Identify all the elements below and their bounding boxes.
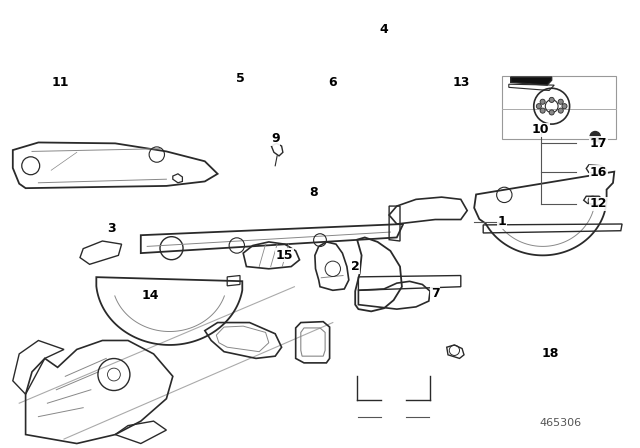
Text: 11: 11 — [52, 76, 70, 90]
Text: 3: 3 — [108, 222, 116, 235]
Text: 6: 6 — [328, 76, 337, 90]
Bar — [502, 76, 616, 139]
Text: 12: 12 — [589, 197, 607, 211]
Text: 9: 9 — [271, 132, 280, 146]
Text: 5: 5 — [236, 72, 244, 85]
Text: 10: 10 — [532, 123, 550, 137]
Text: 2: 2 — [351, 260, 360, 273]
Text: 465306: 465306 — [539, 418, 581, 428]
Circle shape — [536, 103, 541, 109]
Circle shape — [549, 97, 554, 103]
Text: 7: 7 — [431, 287, 440, 300]
Text: 17: 17 — [589, 137, 607, 150]
Circle shape — [558, 108, 563, 113]
Circle shape — [549, 110, 554, 115]
Text: 16: 16 — [589, 166, 607, 179]
Polygon shape — [511, 77, 552, 85]
Text: 14: 14 — [141, 289, 159, 302]
Text: 13: 13 — [452, 76, 470, 90]
Circle shape — [540, 99, 545, 104]
Circle shape — [540, 108, 545, 113]
Text: 8: 8 — [309, 186, 318, 199]
Text: 18: 18 — [541, 347, 559, 361]
Circle shape — [558, 99, 563, 104]
Text: 1: 1 — [498, 215, 507, 228]
Circle shape — [590, 132, 600, 142]
Text: 15: 15 — [276, 249, 294, 262]
Text: 4: 4 — [380, 22, 388, 36]
Circle shape — [562, 103, 567, 109]
